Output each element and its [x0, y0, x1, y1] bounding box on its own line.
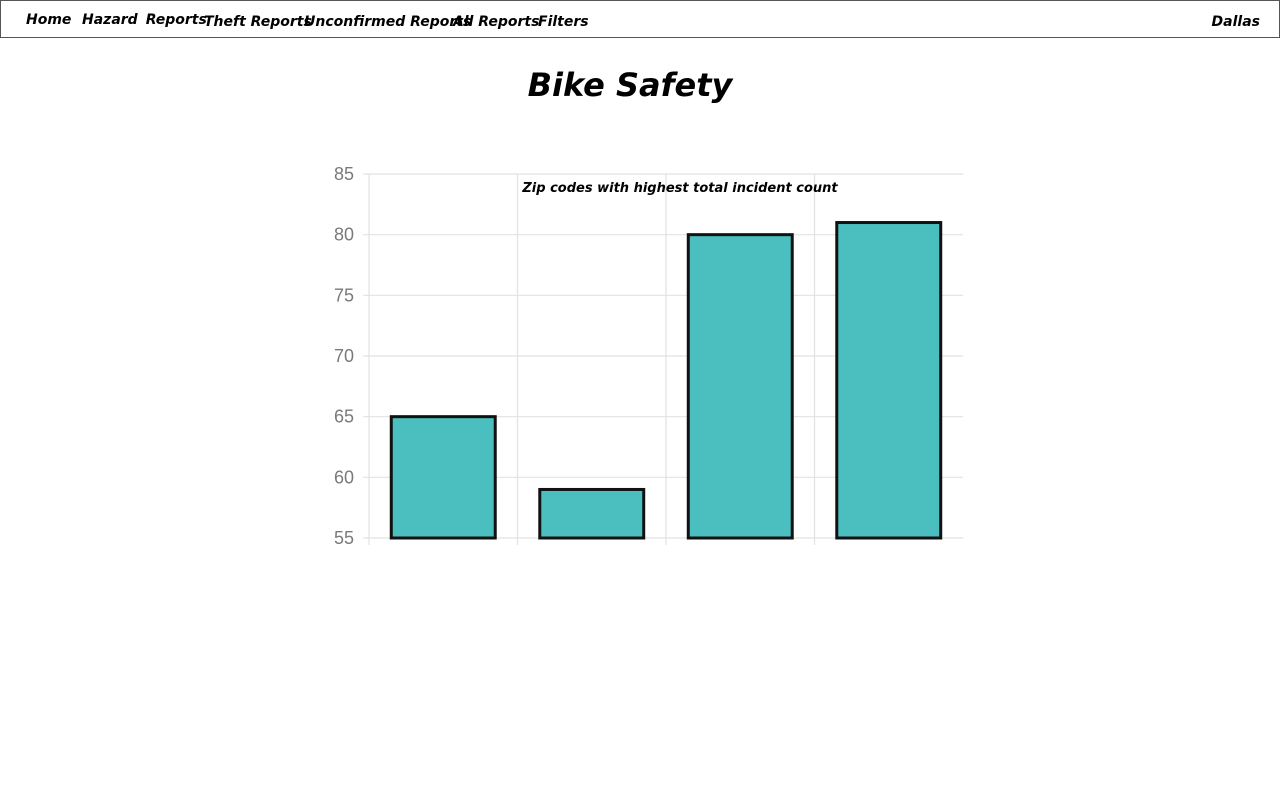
chart-bar	[835, 221, 943, 540]
y-tick-label: 60	[334, 467, 354, 487]
y-tick-label: 65	[334, 407, 354, 427]
chart-bar	[389, 415, 497, 540]
nav-hazard-label-word2: Reports	[145, 12, 207, 28]
city-selector[interactable]: Dallas	[1211, 14, 1260, 30]
page-title: Bike Safety	[527, 66, 733, 104]
nav-hazard-reports-link[interactable]: Hazard Reports	[82, 12, 207, 28]
y-tick-label: 55	[334, 528, 354, 548]
nav-theft-reports-link[interactable]: Theft Reports	[204, 14, 312, 30]
y-tick-label: 70	[334, 346, 354, 366]
chart-bar	[538, 487, 646, 540]
nav-unconfirmed-reports-link[interactable]: Unconfirmed Reports	[304, 14, 472, 30]
y-tick-label: 80	[334, 225, 354, 245]
chart-bar	[686, 233, 794, 540]
nav-filters-link[interactable]: Filters	[538, 14, 589, 30]
y-tick-label: 75	[334, 285, 354, 305]
y-tick-label: 85	[334, 164, 354, 184]
top-nav-bar: Home Hazard Reports Theft Reports Unconfi…	[0, 0, 1280, 38]
nav-all-reports-link[interactable]: All Reports	[453, 14, 540, 30]
nav-hazard-label-word1: Hazard	[82, 12, 138, 28]
chart-title: Zip codes with highest total incident co…	[521, 181, 838, 196]
nav-home-link[interactable]: Home	[26, 12, 72, 28]
bar-chart-svg: 85 80 75 70 65 60 55 Zip codes with highest tot…	[334, 164, 963, 548]
